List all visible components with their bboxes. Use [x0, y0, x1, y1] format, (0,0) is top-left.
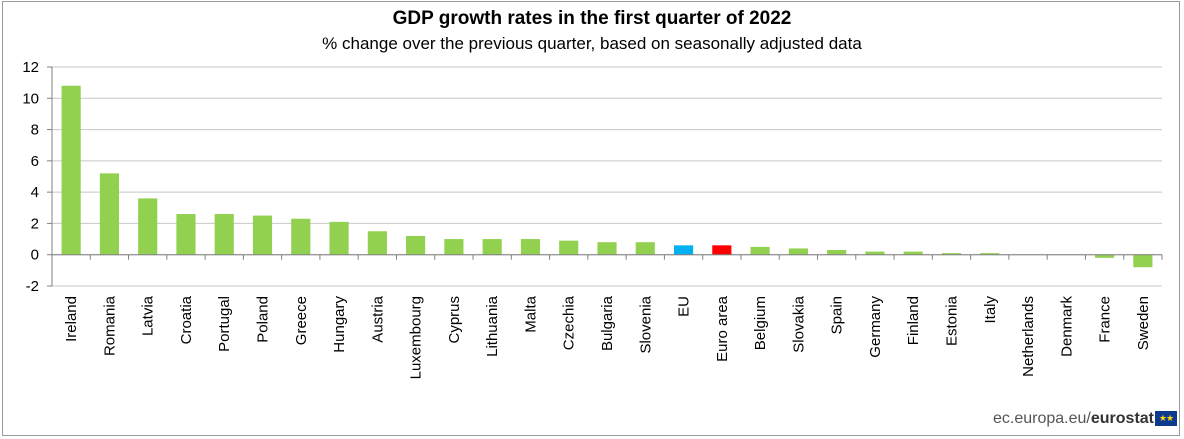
x-tick-label: Poland — [255, 296, 272, 343]
y-tick-label: 4 — [31, 184, 39, 201]
chart-subtitle: % change over the previous quarter, base… — [322, 34, 862, 53]
x-tick-label: Netherlands — [1020, 296, 1037, 377]
y-tick-label: 8 — [31, 122, 39, 139]
bar-eu — [673, 245, 694, 255]
x-tick-label: Czechia — [561, 295, 578, 350]
bar-latvia — [138, 198, 158, 255]
bar-italy — [980, 253, 1000, 255]
y-tick-label: 0 — [31, 247, 39, 264]
x-tick-label: Hungary — [331, 296, 348, 353]
bar-croatia — [176, 214, 196, 255]
bar-greece — [291, 218, 311, 255]
bar-slovakia — [788, 248, 808, 255]
y-tick-label: 10 — [22, 90, 39, 107]
x-tick-label: EU — [676, 296, 693, 317]
x-tick-label: Belgium — [752, 296, 769, 350]
x-tick-label: Finland — [905, 296, 922, 345]
bar-poland — [252, 215, 273, 255]
y-axis-ticks: -2 0 2 4 6 8 10 12 — [22, 59, 53, 295]
bar-hungary — [329, 221, 349, 255]
x-tick-label: Croatia — [178, 295, 195, 344]
x-tick-label: Luxembourg — [408, 296, 425, 379]
x-tick-label: Bulgaria — [599, 295, 616, 351]
x-tick-label: Romania — [101, 295, 118, 356]
y-tick-label: 6 — [31, 153, 39, 170]
gridlines — [52, 66, 1162, 287]
x-tick-label: Cyprus — [446, 296, 463, 344]
x-tick-label: Malta — [522, 295, 539, 332]
bars — [61, 85, 1153, 268]
bar-slovenia — [635, 242, 655, 255]
eu-flag-icon: ★★ — [1155, 411, 1177, 426]
x-tick-label: Latvia — [140, 295, 157, 336]
x-tick-label: Germany — [867, 296, 884, 358]
x-tick-label: Slovenia — [637, 295, 654, 353]
x-tick-label: Lithuania — [484, 295, 501, 357]
x-tick-label: France — [1097, 296, 1114, 343]
x-tick-label: Greece — [293, 296, 310, 345]
bar-estonia — [941, 253, 962, 255]
x-tick-label: Spain — [829, 296, 846, 334]
bar-spain — [827, 250, 847, 255]
x-tick-label: Euro area — [714, 295, 731, 362]
y-tick-label: -2 — [26, 278, 39, 295]
source-brand: eurostat — [1090, 410, 1154, 427]
bar-sweden — [1133, 254, 1153, 268]
bar-austria — [367, 231, 387, 255]
bar-luxembourg — [406, 235, 426, 255]
y-tick-label: 2 — [31, 215, 39, 232]
source-domain: ec.europa.eu/ — [993, 410, 1091, 427]
x-tick-label: Italy — [982, 296, 999, 324]
bar-malta — [520, 239, 541, 255]
bar-portugal — [214, 214, 234, 255]
bar-cyprus — [444, 239, 464, 255]
bar-ireland — [61, 85, 81, 255]
x-tick-label: Slovakia — [790, 295, 807, 352]
bar-czechia — [559, 240, 579, 255]
bar-finland — [903, 251, 923, 255]
y-tick-label: 12 — [22, 59, 39, 76]
chart-title: GDP growth rates in the first quarter of… — [392, 8, 792, 29]
x-tick-label: Austria — [369, 295, 386, 342]
bar-bulgaria — [597, 242, 617, 255]
x-tick-label: Portugal — [216, 296, 233, 352]
bar-romania — [99, 173, 119, 255]
bar-germany — [865, 251, 885, 255]
bar-lithuania — [482, 239, 502, 255]
bar-belgium — [750, 246, 770, 255]
x-tick-label: Denmark — [1058, 296, 1075, 357]
bar-france — [1095, 254, 1115, 258]
x-axis-ticks: Ireland Romania Latvia Croatia Portugal Polan… — [63, 295, 1152, 379]
x-axis — [51, 254, 1163, 260]
source-credit[interactable]: ec.europa.eu/eurostat — [993, 410, 1154, 428]
x-tick-label: Estonia — [943, 295, 960, 346]
x-tick-label: Ireland — [63, 296, 80, 342]
x-tick-label: Sweden — [1135, 296, 1152, 350]
bar-euro-area — [712, 245, 732, 255]
